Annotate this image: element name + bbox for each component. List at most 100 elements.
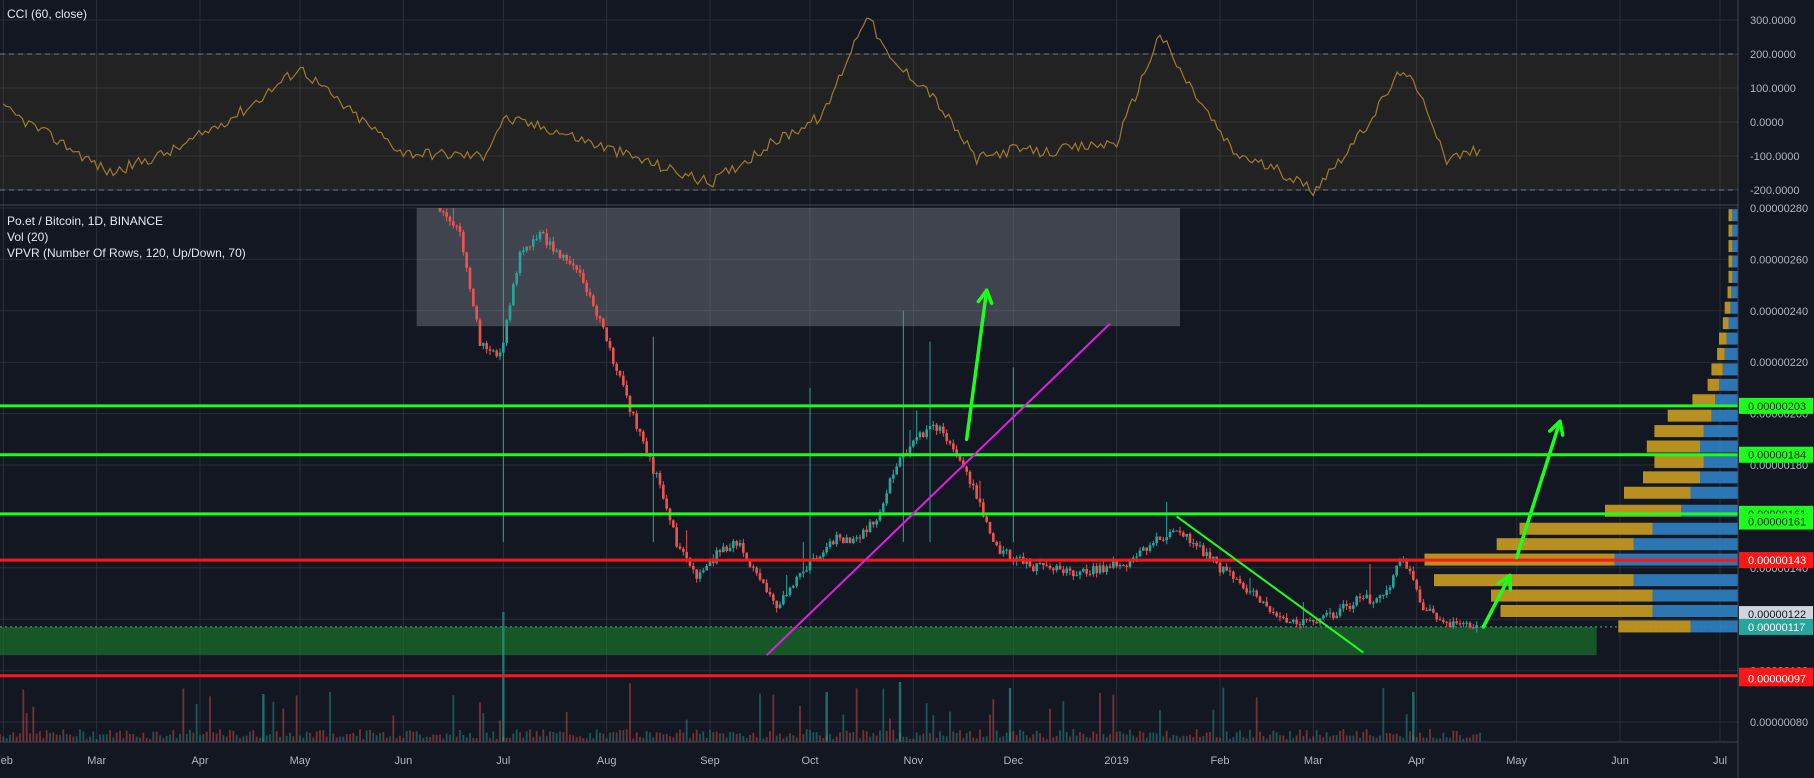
volume-bar: [525, 731, 528, 742]
volume-bar: [1435, 738, 1438, 742]
volume-bar: [1169, 738, 1171, 742]
candle-body: [438, 208, 442, 212]
candle-body: [1312, 620, 1315, 622]
volume-bar: [1209, 731, 1211, 742]
volume-bar: [1052, 737, 1055, 742]
cci-tick-label: 100.0000: [1750, 83, 1796, 95]
volume-bar: [1379, 735, 1381, 742]
volume-bar: [1035, 730, 1038, 742]
candle-body: [1065, 568, 1068, 574]
volume-bar: [649, 732, 651, 742]
volume-bar: [932, 715, 935, 742]
candle-body: [1322, 615, 1325, 619]
volume-bar: [565, 712, 568, 742]
volume-bar: [1465, 737, 1468, 742]
volume-bar: [519, 732, 521, 742]
candle-body: [662, 484, 665, 499]
volume-bar: [82, 731, 85, 742]
volume-bar: [339, 736, 341, 742]
volume-bar: [789, 733, 791, 742]
volume-bar: [599, 732, 601, 742]
candle-body: [622, 375, 625, 386]
candle-body: [1425, 610, 1428, 612]
candle-body: [1342, 604, 1345, 609]
volume-bar: [759, 693, 761, 742]
volume-bar: [1419, 732, 1421, 742]
candle-body: [508, 305, 512, 321]
volume-bar: [1449, 737, 1451, 742]
volume-bars: [0, 612, 1481, 742]
volume-bar: [1399, 736, 1401, 742]
volume-bar: [1305, 730, 1308, 742]
candle-body: [1418, 589, 1422, 603]
volume-bar: [159, 735, 161, 742]
volume-bar: [252, 729, 255, 742]
volume-bar: [269, 734, 271, 742]
candle-body: [1055, 565, 1058, 571]
volume-bar: [829, 733, 831, 742]
candle-body: [1105, 566, 1108, 572]
volume-bar: [975, 738, 978, 742]
volume-bar: [742, 736, 745, 742]
volume-bar: [615, 732, 618, 742]
candle-body: [1258, 596, 1262, 603]
volume-bar: [1315, 729, 1318, 742]
volume-bar: [482, 713, 485, 742]
candle-body: [838, 534, 842, 538]
volume-bar: [739, 733, 741, 742]
vpvr-down-bar: [1519, 522, 1653, 535]
arrow-shaft: [1514, 419, 1562, 560]
volume-bar: [1102, 734, 1105, 742]
time-tick-label: May: [290, 755, 311, 767]
volume-bar: [1042, 737, 1045, 742]
volume-bar: [402, 737, 405, 742]
volume-bar: [372, 732, 375, 742]
volume-bar: [812, 732, 815, 742]
volume-bar: [902, 736, 905, 742]
cci-legend-label[interactable]: CCI (60, close): [7, 7, 88, 21]
volume-bar: [1402, 737, 1405, 742]
candle-body: [1392, 575, 1395, 588]
candle-body: [568, 260, 572, 264]
vpvr-down-bar: [1654, 425, 1704, 438]
cci-pane: [0, 17, 1738, 197]
candle-body: [602, 318, 605, 328]
volume-bar: [49, 732, 51, 742]
volume-bar: [745, 738, 748, 742]
vpvr-legend[interactable]: VPVR (Number Of Rows, 120, Up/Down, 70): [7, 246, 246, 260]
cci-tick-label: 300.0000: [1750, 15, 1796, 27]
volume-bar: [805, 729, 808, 742]
volume-bar: [769, 731, 771, 742]
volume-bar: [655, 732, 658, 742]
support-zone: [0, 626, 1597, 656]
candle-body: [1252, 590, 1255, 592]
vpvr-up-bar: [1652, 604, 1738, 617]
volume-bar: [395, 738, 398, 742]
volume-bar: [169, 734, 171, 742]
candle-body: [1048, 566, 1052, 569]
candle-body: [592, 295, 595, 306]
time-tick-label: Jun: [394, 755, 412, 767]
volume-bar: [632, 738, 635, 742]
volume-legend[interactable]: Vol (20): [7, 230, 49, 244]
volume-bar: [319, 730, 321, 742]
volume-bar: [292, 736, 295, 742]
candle-body: [705, 565, 708, 571]
candle-body: [1098, 565, 1102, 574]
time-tick-label: Jun: [1611, 755, 1629, 767]
volume-bar: [939, 731, 941, 742]
volume-bar: [245, 735, 248, 742]
price-legend: Po.et / Bitcoin, 1D, BINANCE Vol (20) VP…: [7, 213, 246, 261]
volume-bar: [1282, 735, 1285, 742]
volume-bar: [85, 738, 88, 742]
volume-bar: [22, 689, 25, 742]
volume-bar: [1189, 734, 1191, 742]
vpvr-down-bar: [1728, 209, 1733, 222]
volume-bar: [345, 734, 348, 742]
candle-body: [1025, 560, 1028, 564]
symbol-title[interactable]: Po.et / Bitcoin, 1D, BINANCE: [7, 214, 164, 228]
volume-bar: [1022, 731, 1025, 742]
candle-body: [1068, 568, 1072, 571]
vpvr-up-bar: [1703, 425, 1738, 438]
